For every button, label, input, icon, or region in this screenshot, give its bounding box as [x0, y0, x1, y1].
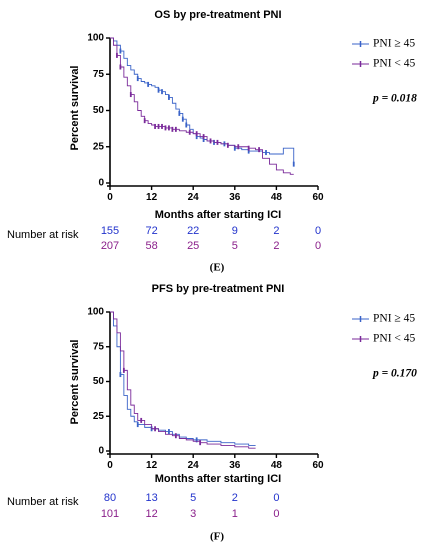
os-risk-value: 207: [101, 240, 119, 252]
pfs-x-tick-label: 12: [146, 460, 158, 471]
pfs-legend: PNI ≥ 45 PNI < 45: [352, 313, 416, 345]
os-legend: PNI ≥ 45 PNI < 45: [352, 38, 416, 70]
pfs-chart-title: PFS by pre-treatment PNI: [152, 283, 285, 295]
os-axes: 0 25 50 75 100 0 12 24 36 48 60: [87, 33, 324, 203]
pfs-risk-value: 0: [273, 508, 279, 520]
os-legend-item-high: PNI ≥ 45: [352, 38, 415, 50]
pfs-legend-label-low: PNI < 45: [373, 333, 416, 345]
pfs-x-tick-label: 36: [229, 460, 241, 471]
pfs-risk-value: 2: [232, 492, 238, 504]
os-x-tick-label: 24: [188, 192, 200, 203]
os-y-tick-label: 25: [93, 141, 105, 152]
os-risk-value: 9: [232, 225, 238, 237]
pfs-axes: 0 25 50 75 100 0 12 24 36 48 60: [87, 307, 324, 471]
pfs-y-tick-label: 25: [93, 411, 105, 422]
os-risk-value: 2: [273, 225, 279, 237]
os-y-axis-title: Percent survival: [69, 66, 81, 151]
os-p-value: p = 0.018: [372, 93, 417, 105]
os-risk-value: 25: [187, 240, 199, 252]
pfs-risk-value: 12: [145, 508, 157, 520]
os-risk-value: 5: [232, 240, 238, 252]
pfs-risk-value: 3: [190, 508, 196, 520]
os-x-tick-label: 36: [229, 192, 241, 203]
pfs-x-axis-title: Months after starting ICI: [155, 473, 282, 485]
os-y-tick-label: 0: [98, 178, 104, 189]
os-risk-value: 0: [315, 240, 321, 252]
pfs-risk-value: 13: [145, 492, 157, 504]
pfs-curve-high: [110, 311, 256, 446]
os-risk-table: 155 72 22 9 2 0 207 58 25 5 2 0: [101, 225, 321, 252]
os-risk-value: 155: [101, 225, 119, 237]
pfs-p-value: p = 0.170: [372, 368, 417, 380]
os-x-tick-label: 48: [271, 192, 283, 203]
os-risk-table-title: Number at risk: [7, 229, 79, 241]
os-y-tick-label: 50: [93, 105, 105, 116]
os-x-tick-label: 60: [312, 192, 324, 203]
pfs-legend-item-low: PNI < 45: [352, 333, 416, 345]
pfs-legend-label-high: PNI ≥ 45: [373, 313, 415, 325]
pfs-y-axis-title: Percent survival: [69, 340, 81, 425]
os-risk-value: 72: [145, 225, 157, 237]
pfs-x-tick-label: 48: [271, 460, 283, 471]
pfs-panel: PFS by pre-treatment PNI Percent surviva…: [7, 283, 417, 543]
os-risk-value: 58: [145, 240, 157, 252]
os-risk-value: 0: [315, 225, 321, 237]
pfs-risk-table-title: Number at risk: [7, 496, 79, 508]
os-x-tick-label: 0: [107, 192, 113, 203]
pfs-risk-table: 80 13 5 2 0 101 12 3 1 0: [101, 492, 280, 520]
os-chart-title: OS by pre-treatment PNI: [154, 9, 281, 21]
pfs-x-tick-label: 60: [312, 460, 324, 471]
pfs-caption: (F): [210, 531, 224, 543]
pfs-risk-value: 80: [104, 492, 116, 504]
pfs-x-tick-label: 0: [107, 460, 113, 471]
os-curve-low: [110, 37, 294, 175]
os-y-tick-label: 100: [87, 33, 104, 44]
os-x-tick-label: 12: [146, 192, 158, 203]
os-panel: OS by pre-treatment PNI Percent survival…: [7, 9, 417, 274]
os-y-tick-label: 75: [93, 69, 105, 80]
os-legend-label-low: PNI < 45: [373, 58, 416, 70]
os-curve-high: [110, 37, 295, 165]
pfs-y-tick-label: 100: [87, 307, 104, 318]
pfs-risk-value: 101: [101, 508, 119, 520]
pfs-y-tick-label: 50: [93, 376, 105, 387]
pfs-curve-low: [110, 311, 256, 449]
pfs-y-tick-label: 75: [93, 341, 105, 352]
pfs-risk-value: 5: [190, 492, 196, 504]
os-x-axis-title: Months after starting ICI: [155, 209, 282, 221]
os-risk-value: 22: [187, 225, 199, 237]
os-legend-label-high: PNI ≥ 45: [373, 38, 415, 50]
pfs-curves: [110, 311, 256, 449]
pfs-legend-item-high: PNI ≥ 45: [352, 313, 415, 325]
os-caption: (E): [210, 262, 225, 274]
os-curves: [110, 37, 295, 175]
pfs-y-tick-label: 0: [98, 446, 104, 457]
os-legend-item-low: PNI < 45: [352, 58, 416, 70]
os-risk-value: 2: [273, 240, 279, 252]
pfs-risk-value: 0: [273, 492, 279, 504]
pfs-risk-value: 1: [232, 508, 238, 520]
pfs-x-tick-label: 24: [188, 460, 200, 471]
